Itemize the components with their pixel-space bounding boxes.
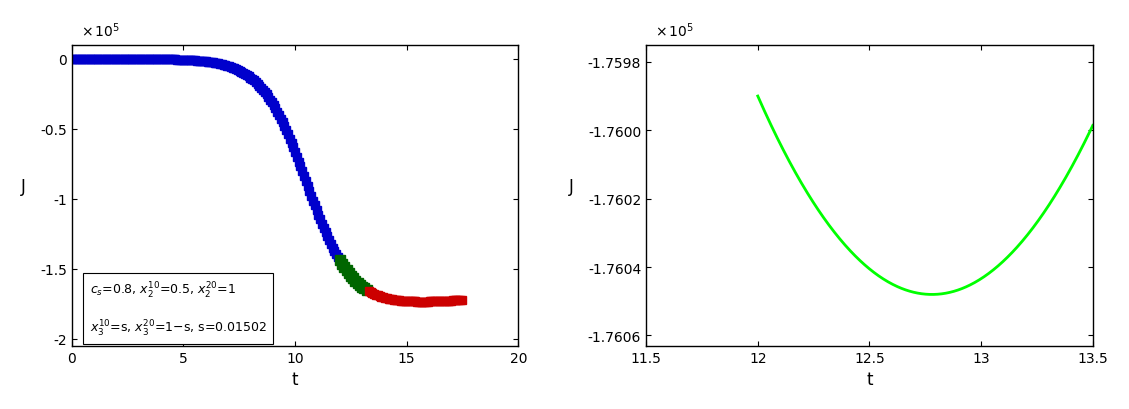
X-axis label: t: t xyxy=(291,370,298,388)
Y-axis label: J: J xyxy=(20,178,26,196)
Text: $c_s$=0.8, $x_2^{10}$=0.5, $x_2^{20}$=1

$x_3^{10}$=s, $x_3^{20}$=1$-$s, s=0.015: $c_s$=0.8, $x_2^{10}$=0.5, $x_2^{20}$=1 … xyxy=(89,280,266,338)
Y-axis label: J: J xyxy=(569,178,574,196)
Text: $\times\,10^5$: $\times\,10^5$ xyxy=(80,21,120,40)
X-axis label: t: t xyxy=(866,370,873,388)
Text: $\times\,10^5$: $\times\,10^5$ xyxy=(655,21,694,40)
